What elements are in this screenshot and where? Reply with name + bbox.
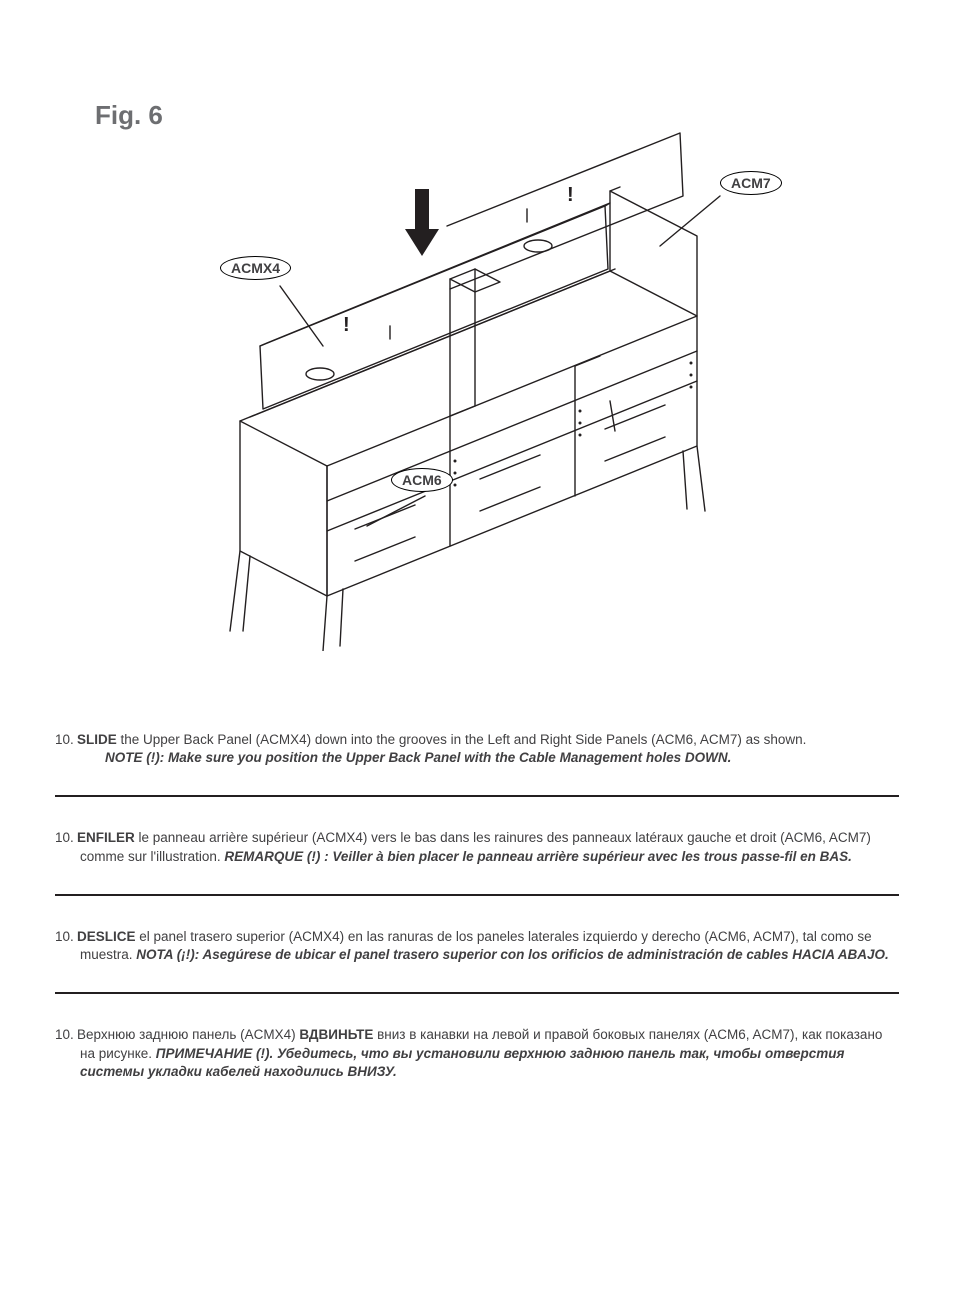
instruction-es: 10.DESLICE el panel trasero superior (AC… bbox=[55, 928, 899, 964]
step-pre: Верхнюю заднюю панель (ACMX4) bbox=[77, 1027, 299, 1042]
step-number: 10. bbox=[55, 928, 77, 946]
step-action: DESLICE bbox=[77, 929, 136, 944]
instruction-en: 10.SLIDE the Upper Back Panel (ACMX4) do… bbox=[55, 731, 899, 767]
svg-text:!: ! bbox=[343, 314, 350, 336]
page: Fig. 6 bbox=[0, 0, 954, 1313]
cabinet-body bbox=[230, 187, 705, 651]
step-body: the Upper Back Panel (ACMX4) down into t… bbox=[117, 732, 807, 747]
figure-title: Fig. 6 bbox=[95, 100, 899, 131]
label-acm7: ACM7 bbox=[720, 171, 782, 195]
down-arrow-icon bbox=[405, 189, 439, 256]
assembly-diagram: ! ! bbox=[55, 131, 899, 651]
legs bbox=[230, 401, 705, 651]
svg-text:!: ! bbox=[567, 184, 574, 206]
step-note: ПРИМЕЧАНИЕ (!). Убедитесь, что вы устано… bbox=[80, 1046, 845, 1079]
label-acmx4: ACMX4 bbox=[220, 256, 291, 280]
separator bbox=[55, 894, 899, 896]
step-number: 10. bbox=[55, 1026, 77, 1044]
diagram-svg: ! ! bbox=[55, 131, 899, 651]
step-note: REMARQUE (!) : Veiller à bien placer le … bbox=[224, 849, 851, 864]
step-number: 10. bbox=[55, 829, 77, 847]
step-note: NOTA (¡!): Asegúrese de ubicar el panel … bbox=[136, 947, 888, 962]
step-action: ВДВИНЬТЕ bbox=[299, 1027, 373, 1042]
part-acm6 bbox=[240, 421, 327, 596]
instructions: 10.SLIDE the Upper Back Panel (ACMX4) do… bbox=[55, 731, 899, 1081]
instruction-fr: 10.ENFILER le panneau arrière supérieur … bbox=[55, 829, 899, 865]
step-action: ENFILER bbox=[77, 830, 135, 845]
instruction-ru: 10.Верхнюю заднюю панель (ACMX4) ВДВИНЬТ… bbox=[55, 1026, 899, 1081]
step-number: 10. bbox=[55, 731, 77, 749]
step-action: SLIDE bbox=[77, 732, 117, 747]
step-note: NOTE (!): Make sure you position the Upp… bbox=[80, 749, 889, 767]
separator bbox=[55, 795, 899, 797]
label-acm6: ACM6 bbox=[391, 468, 453, 492]
separator bbox=[55, 992, 899, 994]
part-acm7 bbox=[610, 191, 697, 316]
